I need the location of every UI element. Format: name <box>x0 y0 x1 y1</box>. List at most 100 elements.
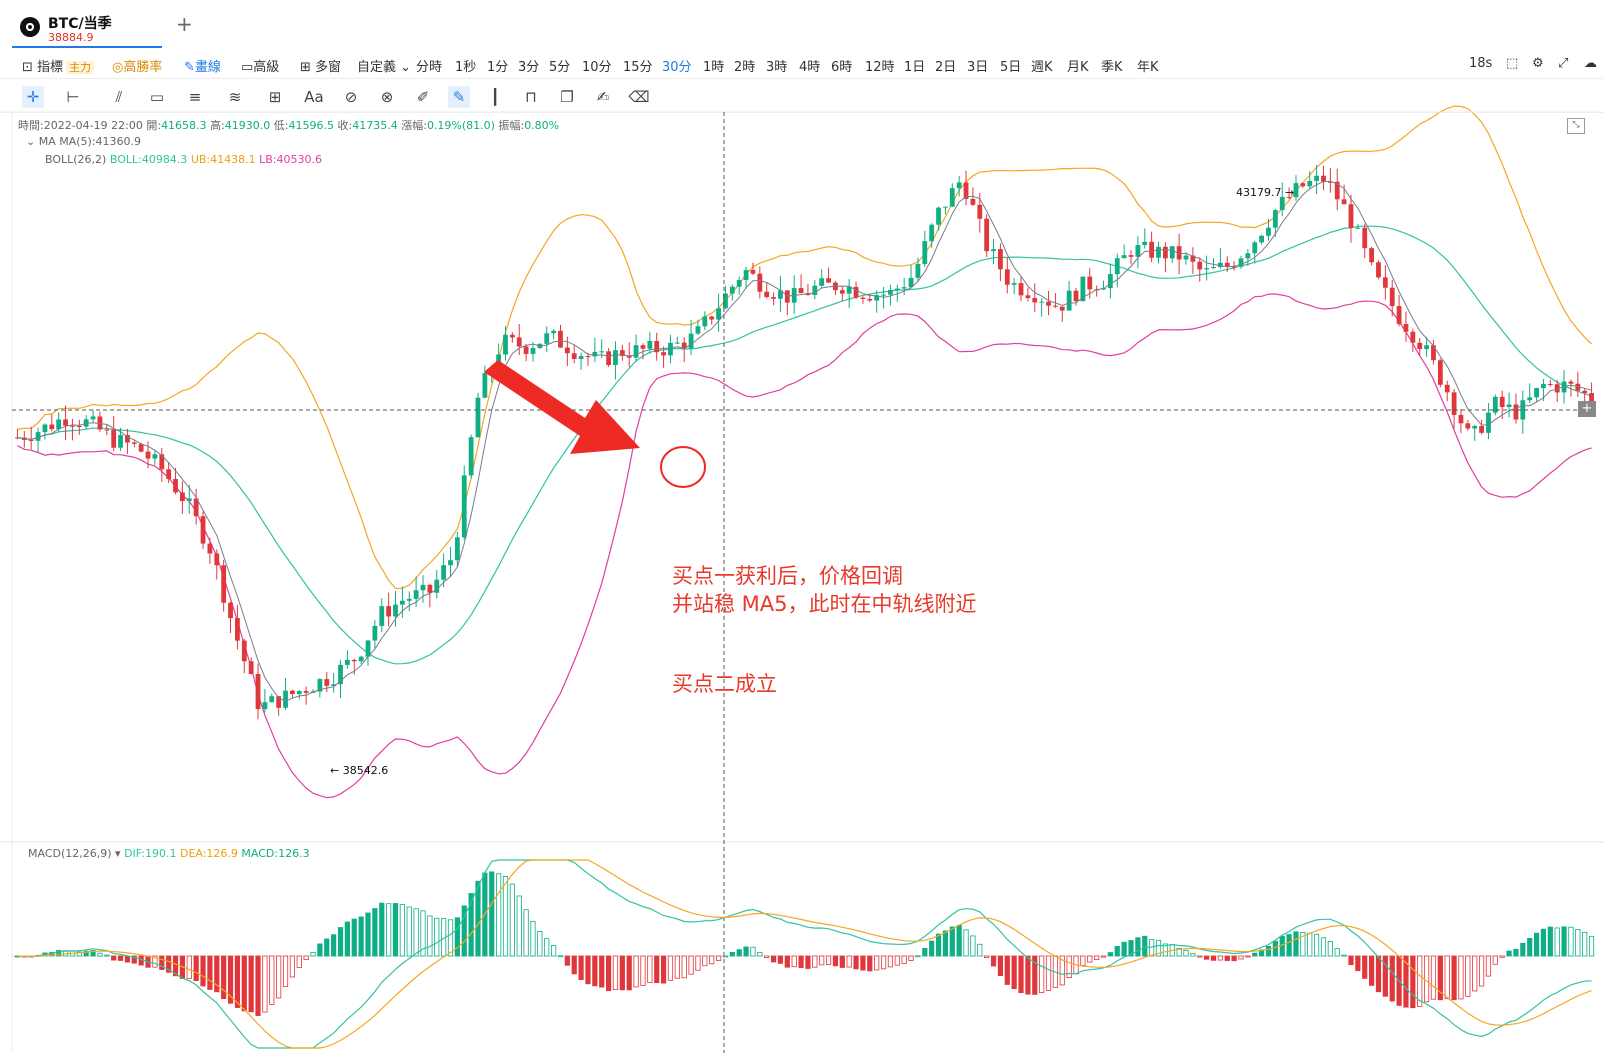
draw-button[interactable]: ✎畫線 <box>184 56 221 75</box>
interval-4[interactable]: 5分 <box>549 60 571 75</box>
interval-12[interactable]: 6時 <box>831 60 853 75</box>
parallel-lines-icon[interactable]: ⫽ <box>115 88 123 106</box>
expand-icon[interactable]: ⤡ <box>1567 118 1585 134</box>
chevron-down-icon[interactable]: ▾ <box>115 847 121 860</box>
macd-histogram-bar <box>1451 955 1457 1001</box>
indicator-label: 指標 <box>37 60 64 75</box>
interval-8[interactable]: 1時 <box>703 60 725 75</box>
time-label: 時間: <box>18 119 44 132</box>
candle-body <box>613 350 618 366</box>
candle-body <box>819 278 825 286</box>
interval-0[interactable]: 分時 <box>416 60 443 75</box>
candle-body <box>1382 277 1388 288</box>
candle-body <box>1156 246 1161 258</box>
macd-histogram-bar <box>729 951 735 957</box>
horizontal-line-icon[interactable]: ⊢ <box>66 88 80 106</box>
macd-histogram-bar <box>1478 955 1485 987</box>
interval-17[interactable]: 5日 <box>1000 60 1022 75</box>
indicator-button[interactable]: ⊡ 指標 主力 <box>22 56 95 75</box>
brush-icon[interactable]: ✎ <box>448 86 470 108</box>
macd-histogram-bar <box>530 920 536 957</box>
candle-body <box>633 345 639 358</box>
candle-body <box>1527 397 1533 401</box>
macd-histogram-bar <box>159 955 165 970</box>
time-value: 2022-04-19 22:00 <box>43 119 143 132</box>
macd-histogram-bar <box>372 908 378 957</box>
macd-histogram-bar <box>1403 955 1409 1008</box>
macd-histogram-bar <box>379 902 385 957</box>
crosshair-icon[interactable]: ✛ <box>22 86 44 108</box>
candle-body <box>1403 323 1409 332</box>
candle-body <box>90 416 96 420</box>
fullscreen-icon[interactable]: ⤢ <box>1558 56 1569 71</box>
custom-label: 自定義 <box>357 60 397 75</box>
measure-icon[interactable]: ⊞ <box>268 88 282 106</box>
interval-19[interactable]: 月K <box>1067 60 1089 75</box>
candle-body <box>427 584 433 593</box>
interval-21[interactable]: 年K <box>1137 60 1159 75</box>
cloud-icon[interactable]: ☁ <box>1584 56 1597 71</box>
candle-body <box>1128 255 1134 257</box>
interval-6[interactable]: 15分 <box>623 60 653 75</box>
interval-20[interactable]: 季K <box>1101 60 1123 75</box>
plus-icon[interactable]: + <box>176 12 193 36</box>
screenshot-icon[interactable]: ⬚ <box>1506 56 1519 71</box>
macd-histogram-bar <box>770 955 777 963</box>
lock-icon[interactable]: ⊓ <box>525 88 537 106</box>
interval-3[interactable]: 3分 <box>518 60 540 75</box>
macd-histogram-bar <box>709 955 715 965</box>
interval-9[interactable]: 2時 <box>734 60 756 75</box>
candle-body <box>1479 426 1484 433</box>
candle-body <box>963 182 969 199</box>
macd-histogram-bar <box>544 938 550 957</box>
candle-body <box>420 584 426 591</box>
add-alert-icon[interactable]: + <box>1578 401 1596 417</box>
interval-15[interactable]: 2日 <box>935 60 957 75</box>
candle-body <box>1073 290 1079 302</box>
rectangle-icon[interactable]: ▭ <box>149 88 165 106</box>
candle-body <box>344 659 350 665</box>
candle-body <box>365 640 371 657</box>
interval-16[interactable]: 3日 <box>967 60 989 75</box>
symbol-tab[interactable]: BTC/当季 38884.9 <box>12 8 162 48</box>
chevron-down-icon[interactable]: ⌄ <box>26 135 36 148</box>
macd-histogram-bar <box>1513 948 1519 957</box>
interval-11[interactable]: 4時 <box>799 60 821 75</box>
trash-icon[interactable]: ⌫ <box>628 88 650 106</box>
advanced-button[interactable]: ▭高級 <box>241 56 279 75</box>
interval-13[interactable]: 12時 <box>865 60 895 75</box>
multi-window-button[interactable]: ⊞ 多窗 <box>300 56 341 75</box>
win-rate-button[interactable]: ◎高勝率 <box>112 56 162 75</box>
interval-18[interactable]: 週K <box>1031 60 1053 75</box>
macd-histogram-bar <box>551 945 557 957</box>
annotation-line-3: 买点二成立 <box>672 672 777 696</box>
high-price-label: 43179.7 → <box>1236 186 1295 199</box>
interval-14[interactable]: 1日 <box>904 60 926 75</box>
edit-icon[interactable]: ✍ <box>596 88 610 106</box>
interval-5[interactable]: 10分 <box>582 60 612 75</box>
copy-icon[interactable]: ❐ <box>560 88 574 106</box>
interval-1[interactable]: 1秒 <box>455 60 477 75</box>
interval-7[interactable]: 30分 <box>662 60 692 75</box>
ruler-icon[interactable]: ⊘ <box>344 88 358 106</box>
custom-button[interactable]: 自定義 ⌄ <box>357 56 411 75</box>
macd-histogram-bar <box>104 954 110 957</box>
macd-histogram-bar <box>406 906 412 957</box>
interval-10[interactable]: 3時 <box>766 60 788 75</box>
macd-histogram-bar <box>695 955 701 971</box>
candle-body <box>798 288 804 294</box>
macd-histogram-bar <box>152 955 158 968</box>
macd-histogram-bar <box>1499 955 1505 958</box>
candles-icon[interactable]: ┃ <box>490 88 500 106</box>
interval-2[interactable]: 1分 <box>487 60 509 75</box>
wave-icon[interactable]: ≋ <box>228 88 242 106</box>
text-icon[interactable]: Aa <box>304 88 324 106</box>
interval-toolbar: ⊡ 指標 主力 ◎高勝率 ✎畫線 ▭高級 ⊞ 多窗 自定義 ⌄ 分時 1秒 1分 3分 5… <box>0 52 1604 79</box>
ma-legend[interactable]: ⌄ MA MA(5):41360.9 <box>26 135 141 148</box>
candle-body <box>1114 258 1120 275</box>
gear-icon[interactable]: ⚙ <box>1532 56 1544 71</box>
magnet-icon[interactable]: ⊗ <box>380 88 394 106</box>
fibonacci-icon[interactable]: ≡ <box>188 88 202 106</box>
pencil-icon[interactable]: ✐ <box>416 88 430 106</box>
